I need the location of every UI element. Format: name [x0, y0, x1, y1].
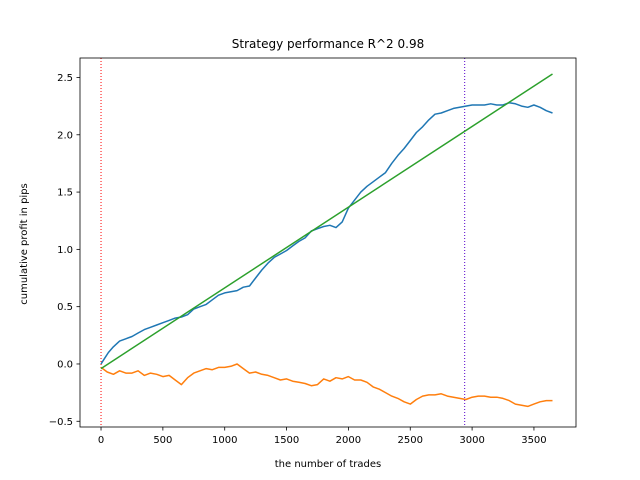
- y-tick-label-1: 0.0: [57, 359, 73, 370]
- x-tick-label-6: 3000: [459, 435, 484, 446]
- x-tick-label-5: 2500: [398, 435, 423, 446]
- axes-frame: [79, 57, 577, 428]
- x-tick-label-3: 1500: [274, 435, 299, 446]
- y-axis-label: cumulative profit in pips: [19, 183, 30, 305]
- x-tick-label-0: 0: [98, 435, 104, 446]
- series-line-2: [100, 73, 553, 370]
- plot-area: 0 500 1000 1500 2000 2500 3000 3500 −0.5 0.0 0.5 1.…: [49, 57, 577, 446]
- y-tick-label-0: −0.5: [49, 417, 73, 428]
- x-tick-label-7: 3500: [521, 435, 546, 446]
- x-tick-label-2: 1000: [212, 435, 237, 446]
- x-tick-label-1: 500: [153, 435, 172, 446]
- series-line-1: [100, 363, 553, 408]
- y-tick-label-4: 1.5: [57, 188, 73, 199]
- x-tick-label-4: 2000: [336, 435, 361, 446]
- x-axis-label: the number of trades: [275, 459, 381, 470]
- y-tick-label-2: 0.5: [57, 302, 73, 313]
- y-tick-label-5: 2.0: [57, 130, 73, 141]
- series-line-0: [100, 101, 553, 365]
- y-tick-label-6: 2.5: [57, 73, 73, 84]
- chart-title: Strategy performance R^2 0.98: [232, 37, 424, 51]
- y-tick-label-3: 1.0: [57, 245, 73, 256]
